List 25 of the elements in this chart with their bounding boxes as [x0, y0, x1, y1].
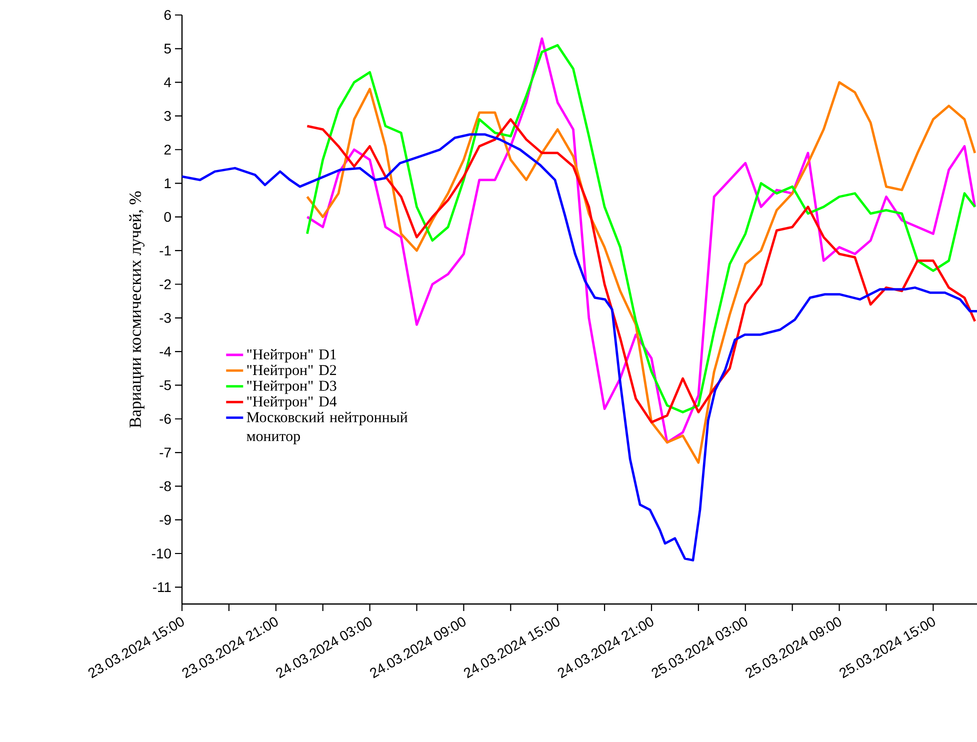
y-tick-label: 2: [164, 144, 171, 154]
y-tick-label: 4: [164, 78, 172, 88]
y-tick-label: 6: [164, 10, 171, 20]
y-tick-label: -6: [160, 414, 171, 424]
y-tick-label: -5: [160, 380, 171, 390]
legend-label: Московский нейтронный монитор: [246, 412, 408, 444]
y-tick-label: -11: [152, 582, 171, 592]
legend-label: "Нейтрон" D1: [247, 349, 336, 362]
legend-label: "Нейтрон" D3: [247, 380, 336, 394]
y-tick-label: 5: [164, 44, 171, 54]
legend-label: "Нейтрон" D4: [247, 396, 337, 410]
y-axis-title: Вариации космических лучей, %: [129, 191, 144, 428]
y-tick-label: -1: [160, 246, 171, 256]
y-tick-label: -10: [152, 548, 171, 558]
y-tick-label: -2: [160, 279, 171, 290]
y-tick-label: 1: [164, 178, 171, 188]
y-tick-label: -3: [160, 312, 171, 323]
y-tick-label: -4: [160, 346, 172, 356]
y-tick-label: -9: [160, 514, 171, 525]
line-series: [182, 133, 977, 562]
y-tick-label: -8: [160, 481, 171, 492]
y-tick-label: 0: [164, 212, 171, 222]
y-tick-label: -7: [160, 448, 171, 458]
legend-label: "Нейтрон" D2: [247, 364, 336, 378]
y-tick-label: 3: [164, 111, 171, 121]
